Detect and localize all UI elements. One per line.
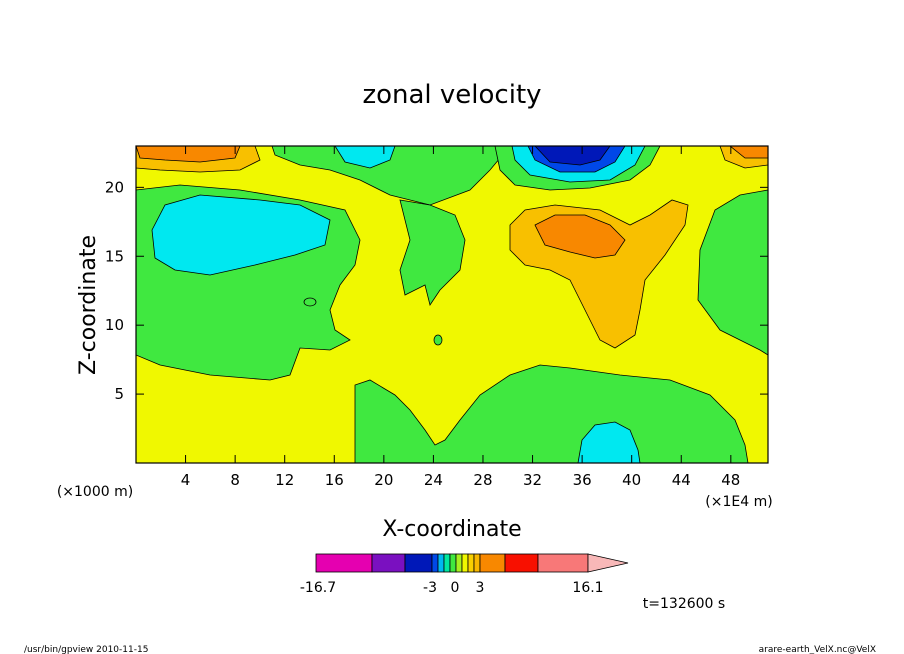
y-axis: 5 10 15 20 <box>105 178 768 403</box>
field-orange-mid <box>534 214 626 259</box>
plot-area <box>136 146 768 463</box>
colorbar-tick-label: -3 <box>423 580 437 596</box>
y-tick-label: 15 <box>105 247 124 265</box>
x-tick-label: 40 <box>622 471 641 489</box>
colorbar-arrow <box>587 553 629 573</box>
field-navy-topright <box>534 146 611 166</box>
colorbar-segment <box>504 553 539 573</box>
time-label: t=132600 s <box>643 596 725 612</box>
x-tick-label: 48 <box>721 471 740 489</box>
colorbar-segment <box>431 553 439 573</box>
x-tick-label: 16 <box>325 471 344 489</box>
colorbar-segment <box>443 553 451 573</box>
y-tick-label: 5 <box>114 385 124 403</box>
x-unit-right: (×1E4 m) <box>705 494 772 510</box>
x-tick-label: 4 <box>181 471 191 489</box>
colorbar-tick-label: 0 <box>451 580 460 596</box>
colorbar-segment <box>455 553 463 573</box>
x-tick-label: 24 <box>424 471 443 489</box>
colorbar-max-label: 16.1 <box>572 580 603 596</box>
field-green-bottom <box>354 364 749 463</box>
footer-right: arare-earth_VelX.nc@VelX <box>759 645 876 654</box>
x-tick-label: 36 <box>573 471 592 489</box>
x-axis-label: X-coordinate <box>382 517 521 542</box>
colorbar-segment <box>479 553 506 573</box>
colorbar-segment <box>404 553 433 573</box>
x-tick-label: 20 <box>374 471 393 489</box>
colorbar-segment <box>449 553 457 573</box>
x-tick-label: 8 <box>230 471 240 489</box>
x-tick-label: 32 <box>523 471 542 489</box>
x-unit-left: (×1000 m) <box>57 484 133 500</box>
colorbar <box>315 553 629 573</box>
field-cyan-bottom <box>577 421 641 463</box>
field-cyan-left <box>151 194 331 276</box>
field-green-right <box>697 189 768 356</box>
chart-title: zonal velocity <box>362 80 541 110</box>
colorbar-segment <box>461 553 469 573</box>
x-tick-label: 28 <box>473 471 492 489</box>
y-axis-label: Z-coordinate <box>76 235 101 375</box>
x-tick-label: 44 <box>672 471 691 489</box>
field-cyan-top <box>334 146 396 169</box>
footer-left: /usr/bin/gpview 2010-11-15 <box>24 645 148 654</box>
field-green-center <box>399 199 466 306</box>
colorbar-segment <box>473 553 481 573</box>
field-orange2-topright <box>729 146 768 159</box>
colorbar-min-label: -16.7 <box>300 580 336 596</box>
colorbar-segment <box>371 553 406 573</box>
colorbar-segment <box>467 553 475 573</box>
field-orange2-topleft <box>136 146 241 163</box>
y-tick-label: 20 <box>105 178 124 196</box>
x-axis: 4 8 12 16 20 24 28 32 36 40 44 48 <box>181 146 740 489</box>
x-tick-label: 12 <box>275 471 294 489</box>
colorbar-tick-label: 3 <box>476 580 485 596</box>
colorbar-segment <box>537 553 589 573</box>
plot-frame <box>135 145 769 464</box>
y-tick-label: 10 <box>105 316 124 334</box>
field-green-blob-2 <box>433 334 443 346</box>
field-green-top <box>271 146 511 206</box>
colorbar-segment <box>315 553 373 573</box>
colorbar-segment <box>437 553 445 573</box>
field-green-blob-1 <box>303 297 317 307</box>
